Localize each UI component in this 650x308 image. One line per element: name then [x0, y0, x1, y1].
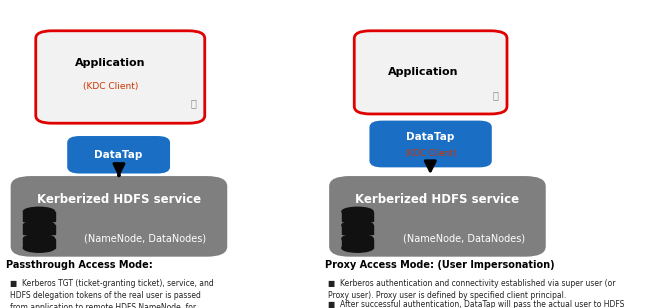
Text: 🚢: 🚢 [190, 98, 196, 108]
Text: (NameNode, DataNodes): (NameNode, DataNodes) [403, 233, 525, 243]
Text: Kerberized HDFS service: Kerberized HDFS service [356, 192, 519, 206]
Text: Proxy Access Mode: (User Impersonation): Proxy Access Mode: (User Impersonation) [325, 260, 554, 270]
FancyBboxPatch shape [354, 31, 507, 114]
Ellipse shape [23, 234, 55, 243]
FancyBboxPatch shape [68, 137, 169, 172]
Ellipse shape [23, 207, 55, 216]
Text: Passthrough Access Mode:: Passthrough Access Mode: [6, 260, 153, 270]
Ellipse shape [23, 244, 55, 252]
Bar [342, 225, 373, 234]
Bar [23, 225, 55, 234]
Ellipse shape [23, 221, 55, 229]
Text: ■  Kerberos authentication and connectivity established via super user (or
Proxy: ■ Kerberos authentication and connectivi… [328, 279, 616, 300]
Text: DataTap: DataTap [94, 150, 143, 160]
Text: 🚢: 🚢 [492, 91, 499, 101]
Text: Application: Application [75, 58, 146, 68]
Bar [342, 212, 373, 221]
Text: DataTap: DataTap [406, 132, 455, 142]
Text: Application: Application [387, 67, 458, 77]
Bar [23, 239, 55, 248]
Bar [342, 239, 373, 248]
Text: (NameNode, DataNodes): (NameNode, DataNodes) [84, 233, 206, 243]
Ellipse shape [342, 244, 373, 252]
FancyBboxPatch shape [330, 177, 545, 256]
Ellipse shape [342, 234, 373, 243]
Text: ■  After successful authentication, DataTap will pass the actual user to HDFS
Na: ■ After successful authentication, DataT… [328, 300, 625, 308]
FancyBboxPatch shape [12, 177, 226, 256]
Ellipse shape [342, 221, 373, 229]
FancyBboxPatch shape [36, 31, 205, 123]
Bar [23, 212, 55, 221]
Text: Kerberized HDFS service: Kerberized HDFS service [37, 192, 201, 206]
Text: ■  Kerberos TGT (ticket-granting ticket), service, and
HDFS delegation tokens of: ■ Kerberos TGT (ticket-granting ticket),… [10, 279, 213, 308]
Text: (KDC Client): (KDC Client) [83, 82, 138, 91]
Text: (KDC Client): (KDC Client) [405, 149, 456, 158]
FancyBboxPatch shape [370, 122, 491, 166]
Ellipse shape [342, 207, 373, 216]
